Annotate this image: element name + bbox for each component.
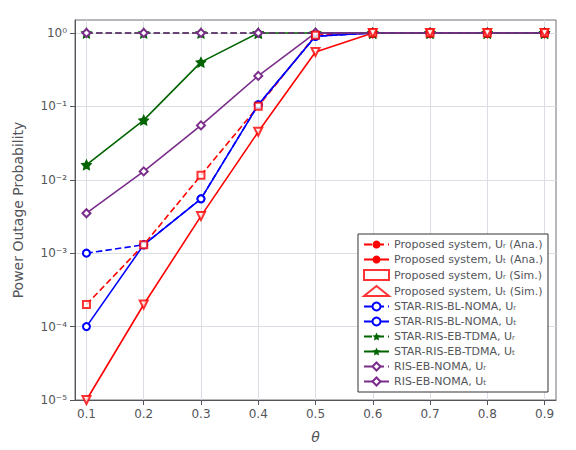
svg-text:STAR-RIS-BL-NOMA, Uᵣ: STAR-RIS-BL-NOMA, Uᵣ xyxy=(394,300,516,313)
svg-text:RIS-EB-NOMA, Uₜ: RIS-EB-NOMA, Uₜ xyxy=(394,375,487,388)
svg-text:0.3: 0.3 xyxy=(191,407,210,421)
svg-text:0.9: 0.9 xyxy=(535,407,554,421)
svg-text:0.8: 0.8 xyxy=(478,407,497,421)
svg-text:0.1: 0.1 xyxy=(77,407,96,421)
svg-text:Proposed system, Uₜ (Sim.): Proposed system, Uₜ (Sim.) xyxy=(394,285,543,298)
svg-text:STAR-RIS-EB-TDMA, Uᵣ: STAR-RIS-EB-TDMA, Uᵣ xyxy=(394,330,515,343)
svg-text:Proposed system, Uᵣ (Ana.): Proposed system, Uᵣ (Ana.) xyxy=(394,238,543,251)
svg-text:10⁰: 10⁰ xyxy=(47,26,67,40)
svg-text:0.7: 0.7 xyxy=(420,407,439,421)
svg-text:10⁻³: 10⁻³ xyxy=(41,246,68,260)
svg-text:Power Outage Probability: Power Outage Probability xyxy=(10,122,26,299)
svg-text:STAR-RIS-EB-TDMA, Uₜ: STAR-RIS-EB-TDMA, Uₜ xyxy=(394,345,515,358)
svg-text:θ: θ xyxy=(311,429,320,445)
svg-text:0.6: 0.6 xyxy=(363,407,382,421)
svg-text:RIS-EB-NOMA, Uᵣ: RIS-EB-NOMA, Uᵣ xyxy=(394,360,486,373)
svg-text:0.5: 0.5 xyxy=(306,407,325,421)
svg-text:10⁻⁵: 10⁻⁵ xyxy=(41,393,68,407)
svg-text:10⁻¹: 10⁻¹ xyxy=(41,99,68,113)
svg-text:Proposed system, Uₜ (Ana.): Proposed system, Uₜ (Ana.) xyxy=(394,253,543,266)
svg-text:0.2: 0.2 xyxy=(134,407,153,421)
svg-text:10⁻²: 10⁻² xyxy=(41,173,68,187)
svg-text:STAR-RIS-BL-NOMA, Uₜ: STAR-RIS-BL-NOMA, Uₜ xyxy=(394,315,517,328)
svg-text:10⁻⁴: 10⁻⁴ xyxy=(41,320,68,334)
svg-text:Proposed system, Uᵣ (Sim.): Proposed system, Uᵣ (Sim.) xyxy=(394,269,542,282)
svg-text:0.4: 0.4 xyxy=(249,407,268,421)
